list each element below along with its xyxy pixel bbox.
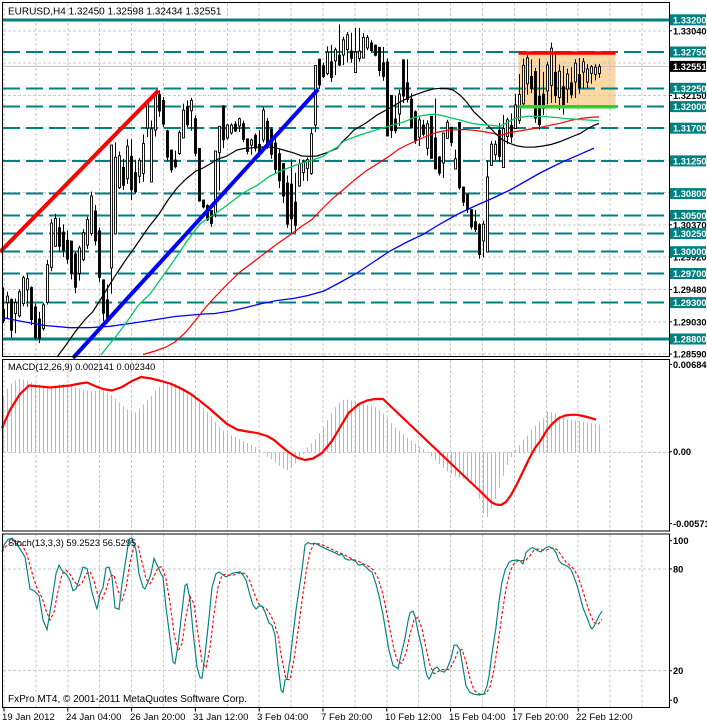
svg-text:100: 100 [673,536,689,546]
svg-text:0.00684: 0.00684 [673,360,707,370]
svg-text:1.30000: 1.30000 [673,247,707,257]
svg-text:0: 0 [673,696,678,706]
svg-text:1.29700: 1.29700 [673,269,707,279]
svg-text:1.31700: 1.31700 [673,124,707,134]
svg-text:0.00: 0.00 [673,447,691,457]
svg-text:19 Jan 2012: 19 Jan 2012 [2,712,55,723]
svg-text:80: 80 [673,564,683,574]
svg-text:1.29030: 1.29030 [673,317,707,327]
svg-text:1.28590: 1.28590 [673,350,707,360]
svg-text:1.33200: 1.33200 [673,15,707,25]
svg-text:7 Feb 20:00: 7 Feb 20:00 [321,712,372,723]
svg-text:10 Feb 12:00: 10 Feb 12:00 [385,712,442,723]
svg-text:Stoch(13,3,3) 59.2523 56.5295: Stoch(13,3,3) 59.2523 56.5295 [8,538,136,548]
svg-text:-0.00571: -0.00571 [673,519,707,529]
svg-text:1.29300: 1.29300 [673,298,707,308]
svg-text:1.28800: 1.28800 [673,335,707,345]
svg-text:1.30370: 1.30370 [673,220,707,230]
svg-text:20: 20 [673,666,683,676]
svg-text:1.31250: 1.31250 [673,156,707,166]
svg-text:1.29480: 1.29480 [673,285,707,295]
svg-text:31 Jan 12:00: 31 Jan 12:00 [193,712,248,723]
svg-text:1.32750: 1.32750 [673,48,707,58]
svg-text:1.32150: 1.32150 [673,91,707,101]
svg-text:1.30800: 1.30800 [673,189,707,199]
svg-text:1.30500: 1.30500 [673,211,707,221]
svg-text:26 Jan 20:00: 26 Jan 20:00 [130,712,185,723]
svg-text:1.32000: 1.32000 [673,102,707,112]
svg-text:MACD(12,26,9) 0.002141 0.00234: MACD(12,26,9) 0.002141 0.002340 [8,362,155,372]
svg-text:17 Feb 20:00: 17 Feb 20:00 [512,712,569,723]
svg-text:22 Feb 12:00: 22 Feb 12:00 [576,712,633,723]
svg-text:15 Feb 04:00: 15 Feb 04:00 [449,712,506,723]
svg-text:3 Feb 04:00: 3 Feb 04:00 [257,712,308,723]
svg-text:1.29920: 1.29920 [673,253,707,263]
svg-text:1.32250: 1.32250 [673,84,707,94]
svg-text:1.33040: 1.33040 [673,26,707,36]
svg-text:EURUSD,H4 1.32450 1.32598 1.3: EURUSD,H4 1.32450 1.32598 1.32434 1.3255… [8,7,222,18]
svg-text:1.30250: 1.30250 [673,229,707,239]
svg-text:1.32551: 1.32551 [673,62,707,72]
svg-text:24 Jan 04:00: 24 Jan 04:00 [66,712,121,723]
svg-text:FxPro MT4, © 2001-2011 MetaQuo: FxPro MT4, © 2001-2011 MetaQuotes Softwa… [8,694,247,705]
